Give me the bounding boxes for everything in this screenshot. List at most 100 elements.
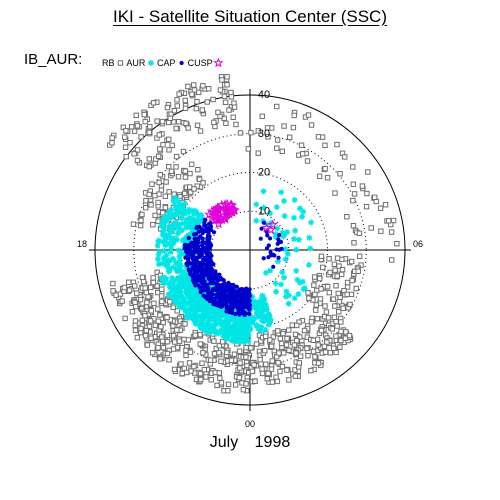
aur-point [336, 309, 342, 315]
cusp-point [271, 264, 276, 269]
aur-point [228, 94, 235, 100]
cusp-point [197, 278, 203, 283]
cap-point [260, 318, 267, 325]
colat-label-20: 20 [258, 167, 270, 179]
cusp-point [184, 254, 190, 259]
cap-point [220, 319, 227, 326]
aur-point [132, 283, 138, 289]
aur-point [152, 212, 158, 219]
cusp-point [210, 278, 216, 283]
aur-point [334, 273, 340, 279]
cusp-point [258, 236, 263, 241]
cusp-point [242, 304, 247, 309]
cusp-point [267, 236, 273, 241]
cap-point [167, 257, 174, 264]
cap-point [240, 338, 247, 345]
aur-point [257, 356, 263, 363]
cap-point [196, 218, 203, 225]
aur-point [243, 381, 249, 387]
cusp-point [190, 253, 196, 258]
aur-point [191, 363, 197, 370]
cusp-point [211, 230, 217, 235]
aur-point [199, 360, 205, 366]
aur-point [292, 373, 299, 379]
cap-point [168, 214, 175, 221]
cap-point [174, 282, 181, 289]
aur-point [315, 342, 321, 348]
aur-point [200, 83, 206, 89]
cap-point [184, 224, 191, 231]
star-point [213, 57, 224, 68]
cusp-point [193, 246, 198, 251]
cap-point [262, 326, 269, 333]
aur-point [183, 347, 189, 354]
aur-point [304, 345, 310, 352]
aur-point [164, 338, 171, 345]
chart-title: IKI - Satellite Situation Center (SSC) [112, 7, 387, 26]
aur-point [281, 123, 287, 129]
aur-point [171, 107, 178, 114]
cap-point [214, 312, 221, 319]
cap-point [159, 260, 166, 267]
cusp-point [188, 271, 193, 276]
aur-point [176, 338, 183, 344]
cap-point [266, 313, 273, 320]
cusp-point [231, 296, 236, 301]
cusp-point [220, 303, 225, 308]
aur-point [123, 128, 129, 134]
cap-point [219, 310, 226, 317]
aur-point [347, 301, 353, 308]
aur-point [296, 360, 303, 366]
cap-point [260, 204, 267, 211]
aur-point [191, 87, 198, 93]
aur-point [326, 289, 332, 296]
star-point [213, 204, 224, 215]
legend-entry-cap: CAP [157, 58, 184, 68]
cap-point [197, 296, 204, 303]
cusp-point [200, 276, 205, 281]
aur-point [342, 335, 349, 341]
aur-point [113, 292, 119, 298]
aur-point [264, 125, 271, 131]
aur-point [193, 105, 199, 112]
aur-point [150, 275, 156, 281]
cap-point [161, 247, 168, 254]
cap-point [290, 235, 297, 242]
cap-point [193, 217, 200, 224]
cusp-point [200, 265, 205, 271]
aur-point [312, 354, 318, 360]
aur-point [183, 352, 189, 359]
aur-point [167, 299, 173, 305]
aur-point [182, 105, 189, 112]
cap-point [274, 225, 281, 232]
aur-point [146, 129, 153, 136]
aur-point [259, 113, 265, 120]
aur-point [182, 97, 188, 104]
aur-point [109, 140, 115, 146]
aur-point [131, 151, 137, 157]
aur-point [298, 142, 305, 148]
aur-point [152, 192, 158, 199]
cap-point [263, 305, 270, 312]
aur-point [237, 360, 243, 366]
aur-point [188, 368, 194, 374]
cap-point [170, 197, 177, 204]
aur-point [211, 351, 218, 357]
cap-point [221, 321, 228, 328]
aur-point [225, 387, 231, 394]
cusp-point [237, 291, 242, 296]
aur-point [378, 228, 384, 234]
cusp-point [207, 254, 212, 260]
star-point [261, 222, 272, 233]
cusp-point [218, 276, 223, 281]
cap-point [174, 230, 181, 237]
cusp-point [191, 258, 197, 263]
cap-point [253, 310, 260, 317]
aur-point [138, 325, 144, 332]
aur-point [281, 350, 287, 356]
cap-point [163, 252, 170, 259]
cusp-point [272, 253, 277, 258]
aur-point [150, 221, 156, 228]
cap-point [300, 208, 307, 215]
cap-point [191, 292, 198, 299]
